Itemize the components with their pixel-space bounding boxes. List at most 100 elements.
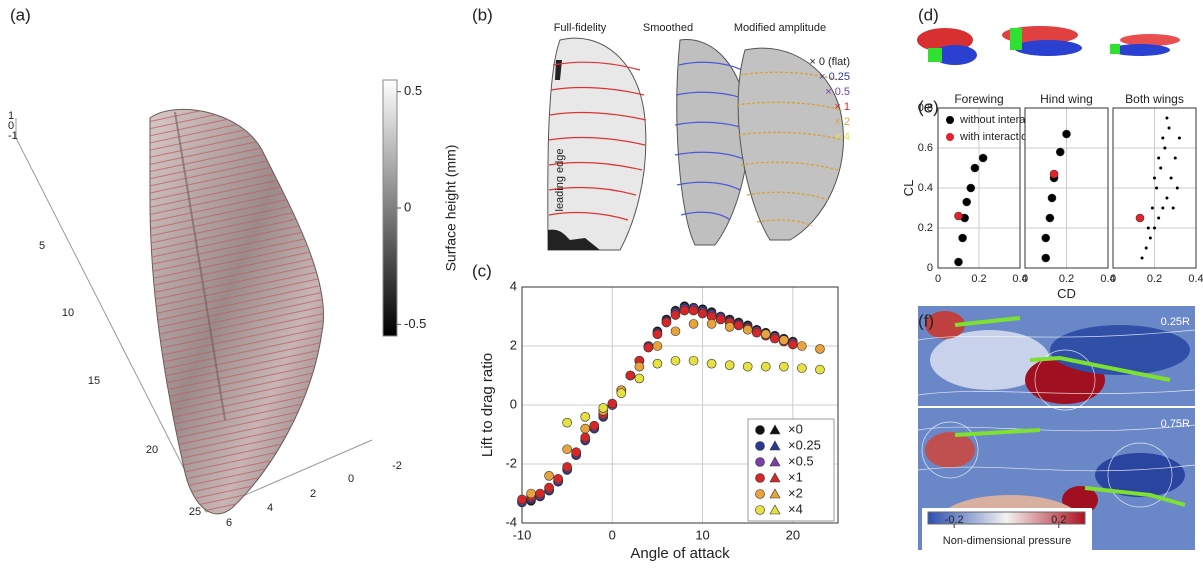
data-point [1047,193,1057,203]
data-point [1150,206,1154,210]
data-point [1140,256,1144,260]
x-axis-label: CD [1057,286,1076,301]
data-point [1045,213,1055,223]
data-point [706,319,717,329]
y-tick-label: 0.4 [918,182,933,194]
data-point [1041,253,1051,263]
data-point [706,358,717,369]
legend-marker [755,457,765,467]
data-point [760,329,771,340]
data-point [688,305,699,316]
data-point [1041,233,1051,243]
data-point [544,470,554,481]
data-point [589,420,600,431]
data-point [1055,147,1065,157]
legend-label: ×0 [788,421,803,436]
panel-label: (f) [918,311,934,330]
chord-tick-label: 2 [310,488,316,500]
panel-label: (b) [472,5,493,24]
plot-border [1112,107,1197,269]
data-point [652,341,663,351]
data-point [1161,136,1165,140]
surface-plot [15,79,398,515]
data-point [724,360,735,370]
amplitude-label: × 0 (flat) [809,56,850,68]
y-tick-label: 0 [927,262,933,274]
data-point [1155,186,1159,190]
data-point [697,308,708,319]
data-point [779,335,789,345]
data-point [742,361,753,372]
data-point [580,432,591,443]
data-point [1049,169,1059,179]
y-axis-label: Lift to drag ratio [479,353,496,457]
pressure-fields [917,306,1196,550]
data-point [724,322,735,332]
span-tick-label: 10 [62,307,74,319]
data-point [1157,216,1161,220]
y-tick-label: 0 [510,396,517,411]
legend-box [747,418,835,522]
data-point [970,163,980,173]
colorbar-tick-label: 0.2 [1051,514,1066,526]
subplot-title: Both wings [1125,92,1184,106]
data-point [679,305,690,316]
data-point [535,488,545,499]
amplitude-label: × 2 [834,116,850,128]
data-point [751,327,762,338]
panel-label: (d) [918,5,939,24]
data-point [634,373,645,384]
legend-marker [755,441,765,451]
data-point [733,320,744,331]
legend-label: ×2 [788,485,803,500]
data-point [688,355,699,366]
legend-label: ×4 [788,501,803,516]
plot-border [1024,107,1109,269]
span-tick-label: 5 [39,240,45,252]
data-point [815,344,825,354]
depth-tick-label: 0 [8,120,14,132]
x-tick-label: 0 [609,527,616,542]
subplot-title: Hind wing [1040,92,1093,106]
chord-tick-label: 6 [226,517,232,529]
column-header: Modified amplitude [734,22,826,34]
data-point [769,333,780,344]
span-tick-label: 25 [189,506,201,518]
colorbar-tick-label: -0.2 [945,514,964,526]
data-point [1163,146,1167,150]
data-point [670,355,681,366]
y-tick-label: 0.2 [918,222,933,234]
subplot-title: Forewing [954,92,1003,106]
data-point [978,153,988,163]
x-tick-label: 0.4 [1100,273,1115,285]
data-point [779,361,789,372]
x-tick-label: -10 [513,527,532,542]
x-tick-label: 10 [695,527,709,542]
data-point [562,417,572,428]
data-point [797,341,807,351]
x-tick-label: 0.4 [1188,273,1203,285]
legend-marker [769,424,781,435]
data-point [598,403,609,413]
data-point [1135,213,1145,223]
panel-label: (c) [472,261,492,280]
data-point [954,257,963,267]
data-point [797,363,807,373]
colorbar-label: Surface height (mm) [443,145,459,272]
data-point [1153,176,1156,180]
legend-marker [755,489,765,499]
data-point [760,361,771,372]
legend-marker [755,425,765,435]
x-tick-label: 0.2 [1059,273,1074,285]
data-point [1173,156,1177,160]
data-point [788,339,798,350]
data-point [580,411,591,422]
legend-marker [769,504,781,515]
data-point [553,473,563,484]
plot-border [937,107,1021,269]
data-point [1167,126,1171,130]
y-tick-label: 0.6 [918,142,933,154]
x-tick-label: 20 [786,527,800,542]
data-point [1161,206,1165,210]
data-point [958,233,967,243]
